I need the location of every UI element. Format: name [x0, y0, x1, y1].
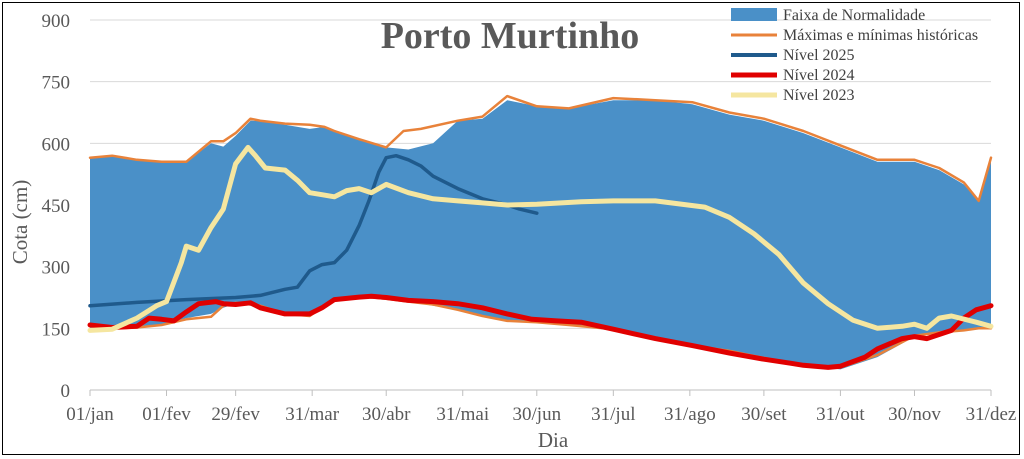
level-2025-line [88, 153, 539, 308]
y-tick-label: 750 [42, 73, 71, 94]
legend-label-2024: Nível 2024 [783, 67, 855, 84]
x-tick-label: 01/fev [142, 404, 191, 425]
legend: Faixa de Normalidade Máximas e mínimas h… [731, 7, 978, 104]
legend-label-band: Faixa de Normalidade [783, 7, 925, 24]
x-tick-label: 31/jul [591, 404, 635, 425]
legend-label-2025: Nível 2025 [783, 47, 855, 64]
x-tick-label: 29/fev [211, 404, 260, 425]
y-tick-label: 150 [42, 319, 71, 340]
x-tick-label: 31/out [816, 404, 865, 425]
x-tick-label: 30/jun [513, 404, 562, 425]
y-axis-title: Cota (cm) [8, 180, 32, 265]
y-tick-label: 900 [42, 11, 71, 32]
chart-title: Porto Murtinho [381, 15, 640, 57]
level-2023-line [87, 144, 994, 333]
x-tick-labels: 01/jan 01/fev 29/fev 31/mar 30/abr 31/mai 30/j… [66, 390, 1016, 425]
x-tick-label: 01/jan [66, 404, 114, 425]
normality-band-area [90, 100, 991, 370]
x-tick-label: 31/mar [285, 404, 339, 425]
y-tick-labels: 0 150 300 450 600 750 900 [42, 11, 71, 402]
x-tick-label: 31/ago [664, 404, 716, 425]
historic-max-line [88, 94, 993, 203]
y-tick-label: 450 [42, 196, 71, 217]
level-2024-line [87, 293, 994, 370]
x-tick-label: 30/nov [888, 404, 941, 425]
series-lines [87, 94, 994, 370]
y-tick-label: 0 [61, 381, 71, 402]
legend-label-2023: Nível 2023 [783, 87, 855, 104]
y-tick-label: 300 [42, 258, 71, 279]
x-axis-title: Dia [538, 428, 569, 452]
legend-swatch-band [731, 8, 777, 21]
y-tick-label: 600 [42, 134, 71, 155]
x-tick-label: 30/abr [362, 404, 411, 425]
x-tick-label: 31/mai [436, 404, 489, 425]
x-tick-label: 30/set [741, 404, 787, 425]
normality-band [90, 100, 991, 370]
x-tick-label: 31/dez [966, 404, 1017, 425]
legend-label-historic: Máximas e mínimas históricas [783, 27, 978, 44]
